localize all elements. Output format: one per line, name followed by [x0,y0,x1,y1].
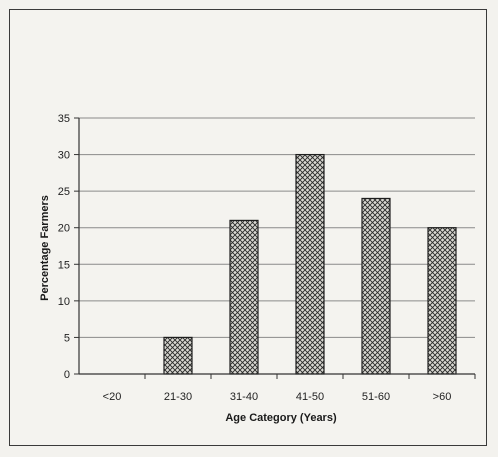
gridlines [79,117,475,338]
y-tick-label: 15 [58,259,70,271]
axes [74,117,476,379]
y-tick-label: 20 [58,223,70,235]
y-tick-label: 5 [64,332,70,344]
x-tick-label: 31-40 [230,391,258,403]
x-tick-label: <20 [103,391,122,403]
x-axis-title: Age Category (Years) [225,412,337,424]
bar-21-30 [163,336,193,375]
x-tick-label: 51-60 [362,391,390,403]
bars [163,153,457,375]
y-tick-label: 0 [64,369,70,381]
x-tick-labels: <20 21-30 31-40 41-50 51-60 >60 [103,391,452,403]
x-tick-label: 21-30 [164,391,192,403]
y-tick-label: 25 [58,186,70,198]
x-tick-label: 41-50 [296,391,324,403]
y-tick-label: 30 [58,150,70,162]
y-tick-label: 10 [58,296,70,308]
y-tick-label: 35 [58,113,70,125]
x-tick-label: >60 [433,391,452,403]
y-axis-title: Percentage Farmers [39,195,51,301]
bar-51-60 [361,197,391,375]
bar->60 [427,227,457,375]
bar-41-50 [295,153,325,375]
bar-31-40 [229,219,259,375]
y-tick-labels: 0 5 10 15 20 25 30 35 [58,113,70,381]
